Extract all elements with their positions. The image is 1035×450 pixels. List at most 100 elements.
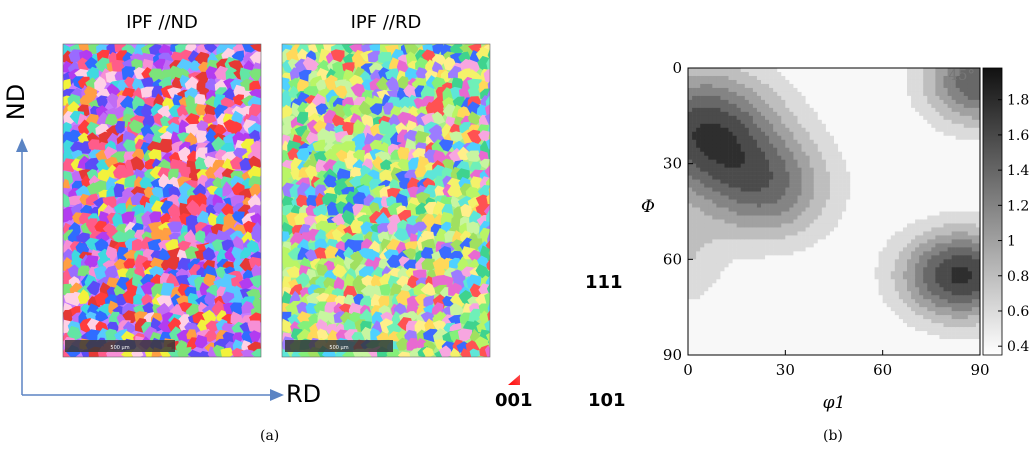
contour-cell — [846, 159, 851, 164]
contour-cell — [809, 91, 815, 97]
contour-cell — [797, 131, 802, 137]
contour-cell — [728, 215, 733, 220]
contour-cell — [866, 247, 871, 252]
contour-cell — [793, 111, 798, 117]
contour-cell — [854, 183, 859, 188]
contour-cell — [842, 83, 847, 89]
contour-cell — [785, 319, 790, 324]
contour-cell — [724, 187, 729, 192]
contour-cell — [716, 263, 721, 268]
contour-cell — [793, 243, 798, 248]
contour-cell — [765, 163, 770, 168]
contour-cell — [809, 303, 815, 308]
sample-axes-arrows — [16, 138, 284, 401]
contour-cell — [732, 99, 737, 105]
contour-cell — [724, 239, 729, 244]
contour-cell — [801, 207, 806, 212]
contour-cell — [862, 199, 867, 204]
contour-cell — [862, 155, 867, 160]
contour-cell — [866, 203, 871, 208]
contour-cell — [712, 87, 717, 93]
contour-cell — [700, 99, 705, 105]
contour-cell — [797, 167, 802, 172]
contour-cell — [785, 135, 790, 141]
contour-cell — [817, 167, 823, 172]
contour-cell — [870, 259, 875, 264]
contour-cell — [854, 207, 859, 212]
contour-cell — [846, 107, 851, 113]
contour-cell — [846, 287, 851, 292]
contour-cell — [862, 251, 867, 256]
contour-cell — [688, 251, 693, 256]
contour-cell — [773, 227, 778, 232]
grain — [450, 239, 465, 253]
contour-cell — [842, 187, 847, 192]
contour-cell — [825, 195, 831, 200]
contour-cell — [708, 327, 713, 332]
contour-cell — [805, 79, 810, 85]
contour-cell — [789, 351, 794, 356]
contour-cell — [813, 183, 819, 188]
contour-cell — [732, 335, 737, 340]
contour-cell — [862, 143, 867, 149]
contour-cell — [716, 211, 721, 216]
contour-cell — [801, 231, 806, 236]
contour-cell — [870, 351, 875, 356]
contour-cell — [740, 351, 746, 356]
contour-cell — [692, 99, 697, 105]
contour-cell — [732, 275, 737, 280]
contour-cell — [846, 79, 851, 85]
contour-cell — [866, 71, 871, 77]
contour-cell — [708, 147, 713, 153]
contour-cell — [761, 175, 766, 180]
contour-cell — [801, 299, 806, 304]
contour-cell — [692, 255, 697, 260]
contour-cell — [838, 255, 843, 260]
contour-cell — [732, 155, 737, 160]
contour-cell — [834, 227, 839, 232]
contour-cell — [842, 143, 847, 149]
contour-cell — [716, 91, 721, 97]
grain — [177, 257, 191, 273]
contour-cell — [870, 175, 875, 180]
contour-cell — [829, 95, 835, 101]
contour-cell — [744, 295, 750, 300]
contour-cell — [769, 315, 774, 320]
grain — [408, 157, 420, 171]
contour-cell — [874, 219, 879, 224]
contour-cell — [708, 183, 713, 188]
contour-cell — [870, 91, 875, 97]
contour-cell — [688, 291, 693, 296]
contour-cell — [732, 339, 737, 344]
contour-cell — [862, 235, 867, 240]
contour-cell — [842, 75, 847, 81]
contour-cell — [789, 291, 794, 296]
contour-cell — [748, 175, 754, 180]
contour-cell — [700, 275, 705, 280]
contour-cell — [834, 323, 839, 328]
contour-cell — [756, 303, 762, 308]
contour-cell — [801, 295, 806, 300]
contour-cell — [777, 123, 782, 129]
contour-cell — [700, 71, 705, 77]
contour-cell — [781, 95, 786, 101]
contour-cell — [801, 131, 806, 137]
contour-cell — [846, 163, 851, 168]
contour-cell — [817, 131, 823, 137]
contour-cell — [821, 235, 827, 240]
contour-cell — [809, 231, 815, 236]
contour-cell — [773, 299, 778, 304]
contour-cell — [850, 199, 855, 204]
contour-cell — [797, 287, 802, 292]
contour-cell — [696, 339, 701, 344]
contour-cell — [688, 295, 693, 300]
contour-cell — [765, 83, 770, 89]
grain — [160, 282, 175, 297]
contour-cell — [838, 195, 843, 200]
grain — [378, 52, 393, 65]
contour-cell — [761, 339, 766, 344]
contour-cell — [789, 263, 794, 268]
contour-cell — [874, 275, 879, 280]
nd-axis-label: ND — [2, 83, 30, 121]
contour-cell — [720, 243, 725, 248]
